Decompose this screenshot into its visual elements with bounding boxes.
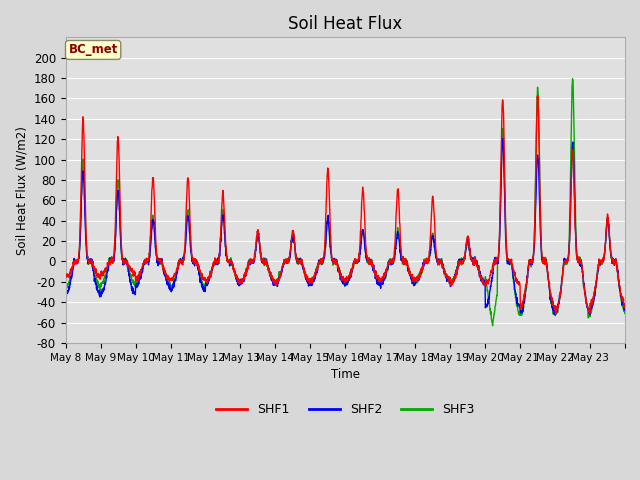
SHF3 [621, 305, 629, 311]
SHF1 [614, 265, 621, 271]
SHF1 [118, 244, 125, 250]
X-axis label: Time: Time [331, 368, 360, 381]
Y-axis label: Soil Heat Flux (W/m2): Soil Heat Flux (W/m2) [15, 126, 28, 254]
SHF2 [118, 251, 125, 256]
SHF1 [534, 93, 541, 98]
SHF3 [614, 268, 621, 274]
SHF1 [546, 280, 554, 286]
SHF2 [586, 312, 594, 318]
Text: BC_met: BC_met [68, 44, 118, 57]
SHF3 [569, 76, 577, 82]
Line: SHF1: SHF1 [66, 96, 625, 314]
SHF3 [379, 274, 387, 279]
SHF1 [62, 273, 70, 279]
SHF3 [62, 284, 70, 289]
SHF2 [62, 291, 70, 297]
SHF1 [379, 275, 387, 280]
SHF3 [546, 286, 554, 291]
SHF1 [621, 301, 629, 307]
Line: SHF3: SHF3 [66, 79, 625, 326]
SHF1 [238, 280, 246, 286]
SHF2 [379, 281, 387, 287]
SHF2 [238, 277, 246, 283]
SHF1 [514, 280, 522, 286]
SHF2 [621, 304, 629, 310]
SHF2 [514, 300, 522, 306]
SHF2 [499, 136, 506, 142]
SHF2 [546, 286, 554, 292]
SHF3 [514, 307, 522, 313]
SHF1 [552, 311, 559, 317]
SHF3 [118, 249, 125, 255]
Title: Soil Heat Flux: Soil Heat Flux [288, 15, 403, 33]
SHF3 [489, 323, 497, 329]
Legend: SHF1, SHF2, SHF3: SHF1, SHF2, SHF3 [211, 398, 479, 421]
SHF2 [614, 267, 621, 273]
SHF3 [238, 276, 246, 282]
Line: SHF2: SHF2 [66, 139, 625, 315]
